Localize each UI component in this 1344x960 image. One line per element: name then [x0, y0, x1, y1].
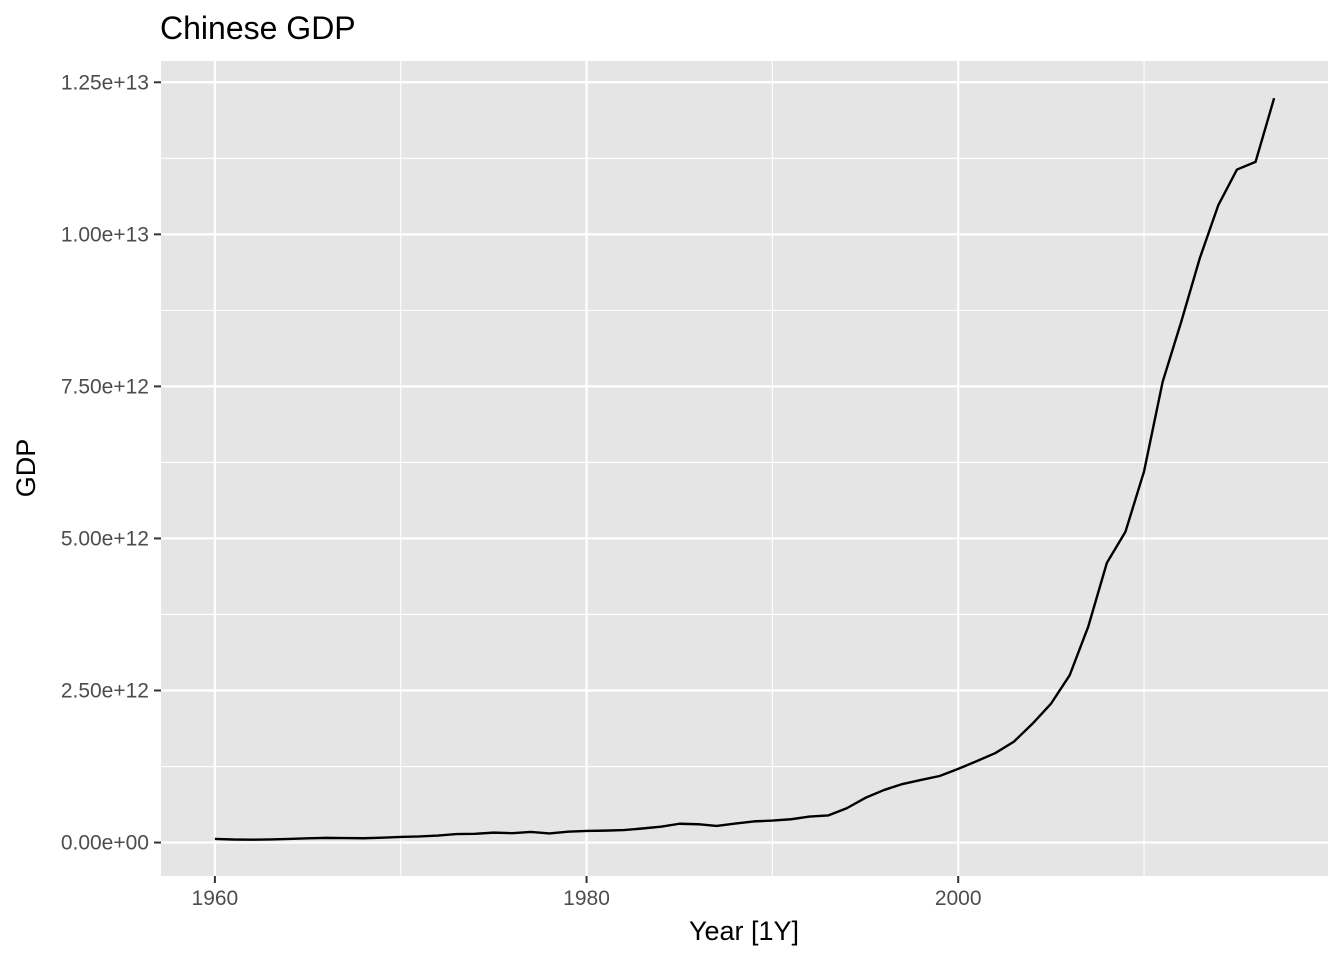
plot-panel [161, 61, 1328, 876]
y-tick-label: 1.00e+13 [61, 223, 149, 246]
y-axis: 0.00e+00 2.50e+12 5.00e+12 7.50e+12 1.00e+13… [61, 71, 161, 855]
y-tick-label: 5.00e+12 [61, 527, 149, 550]
major-gridlines [161, 61, 1328, 876]
y-axis-title: GDP [11, 439, 41, 498]
chart-title: Chinese GDP [160, 10, 356, 46]
x-tick-label: 1980 [563, 887, 610, 910]
y-tick-label: 2.50e+12 [61, 679, 149, 702]
minor-gridlines [161, 61, 1328, 876]
x-axis-title: Year [1Y] [689, 916, 799, 946]
x-tick-label: 1960 [192, 887, 239, 910]
x-axis: 1960 1980 2000 [192, 876, 982, 910]
y-tick-label: 0.00e+00 [61, 832, 149, 855]
y-tick-label: 7.50e+12 [61, 375, 149, 398]
y-tick-label: 1.25e+13 [61, 71, 149, 94]
x-tick-label: 2000 [935, 887, 982, 910]
gdp-series-line [214, 97, 1276, 841]
